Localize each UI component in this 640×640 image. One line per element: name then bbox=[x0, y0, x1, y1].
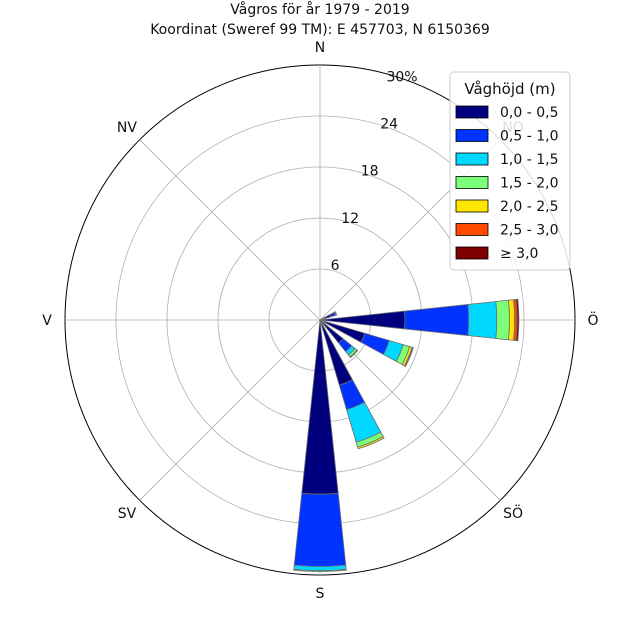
radial-tick-max: 30% bbox=[386, 69, 417, 85]
radial-tick-4: 24 bbox=[380, 117, 398, 133]
grid-spoke-8 bbox=[139, 139, 321, 321]
legend-swatch-5 bbox=[455, 199, 489, 213]
direction-label-o: Ö bbox=[587, 311, 598, 329]
bar-segment-dir90-bin2 bbox=[404, 304, 470, 336]
direction-label-v: V bbox=[42, 313, 52, 329]
direction-label-nv: NV bbox=[117, 120, 137, 136]
legend-label-5: 2,0 - 2,5 bbox=[500, 199, 558, 215]
direction-label-s: S bbox=[316, 586, 325, 602]
legend-title: Våghöjd (m) bbox=[464, 80, 555, 98]
grid-spoke-6 bbox=[139, 319, 321, 501]
legend-label-4: 1,5 - 2,0 bbox=[500, 176, 558, 192]
bar-segment-dir67.5-bin4 bbox=[334, 311, 338, 316]
bar-segment-dir180-bin4 bbox=[293, 568, 347, 573]
legend-label-3: 1,0 - 1,5 bbox=[500, 152, 558, 168]
bar-segment-dir90-bin3 bbox=[467, 301, 498, 339]
legend-label-6: 2,5 - 3,0 bbox=[500, 223, 558, 239]
legend-swatch-6 bbox=[455, 223, 489, 236]
legend-box bbox=[449, 71, 571, 271]
radial-tick-1: 6 bbox=[331, 258, 340, 274]
bar-segment-dir90-bin4 bbox=[495, 299, 510, 341]
radial-tick-2: 12 bbox=[341, 211, 359, 227]
legend-swatch-2 bbox=[455, 129, 489, 142]
bar-segment-dir157.5-bin5 bbox=[357, 435, 385, 450]
direction-label-n: N bbox=[315, 40, 325, 56]
legend-label-7: ≥ 3,0 bbox=[500, 246, 538, 262]
radial-tick-labels: 6 12 18 24 30% bbox=[331, 69, 418, 273]
chart-title: Vågros för år 1979 - 2019 bbox=[230, 1, 409, 18]
legend-swatch-4 bbox=[455, 176, 489, 189]
legend-swatch-7 bbox=[455, 246, 489, 260]
bar-segment-dir90-bin7 bbox=[515, 298, 520, 342]
legend: Våghöjd (m) 0,0 - 0,5 0,5 - 1,0 1,0 - 1,5 1,… bbox=[449, 71, 571, 271]
legend-swatch-3 bbox=[455, 152, 489, 166]
direction-label-sv: SV bbox=[118, 506, 137, 522]
radial-tick-3: 18 bbox=[361, 164, 379, 180]
bar-segment-dir180-bin2 bbox=[293, 492, 347, 567]
chart-subtitle: Koordinat (Sweref 99 TM): E 457703, N 61… bbox=[150, 22, 490, 38]
legend-swatch-1 bbox=[455, 105, 489, 119]
legend-label-1: 0,0 - 0,5 bbox=[500, 105, 558, 121]
bar-segment-dir112.5-bin7 bbox=[404, 347, 414, 367]
legend-label-2: 0,5 - 1,0 bbox=[500, 129, 558, 145]
direction-label-so: SÖ bbox=[503, 504, 523, 522]
bar-segment-dir135-bin5 bbox=[349, 349, 359, 359]
rose-bars bbox=[293, 298, 520, 573]
